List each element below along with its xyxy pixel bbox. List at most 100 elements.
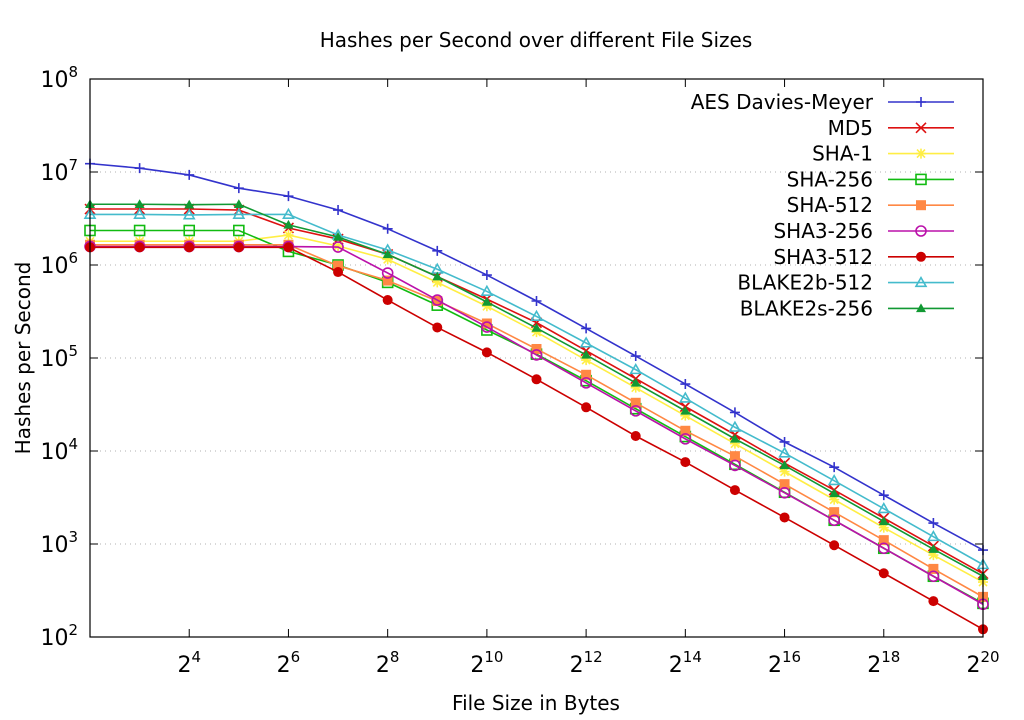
data-point: [878, 522, 889, 533]
data-point: [382, 249, 393, 259]
data-point: [877, 502, 891, 514]
data-point: [283, 191, 294, 202]
data-point: [779, 512, 790, 523]
data-point: [680, 457, 691, 468]
data-point: [184, 199, 195, 209]
data-point: [432, 245, 443, 256]
data-point: [916, 251, 926, 262]
data-point: [333, 267, 344, 278]
data-point: [134, 163, 145, 174]
legend-label: BLAKE2s-256: [740, 296, 873, 320]
data-point: [481, 297, 492, 306]
data-point: [729, 407, 740, 418]
data-point: [678, 391, 692, 403]
data-point: [630, 397, 641, 408]
data-point: [531, 296, 542, 307]
data-point: [827, 474, 841, 486]
data-point: [779, 479, 790, 490]
data-point: [629, 405, 642, 417]
data-point: [629, 363, 643, 375]
data-point: [679, 433, 692, 445]
y-axis-label: Hashes per Second: [11, 262, 35, 455]
chart-title: Hashes per Second over different File Si…: [320, 28, 753, 52]
data-point: [928, 518, 939, 529]
data-point: [915, 173, 927, 186]
data-point: [282, 207, 295, 219]
data-point: [531, 374, 542, 385]
data-point: [729, 451, 740, 462]
data-point: [233, 183, 244, 194]
data-point: [333, 241, 344, 252]
data-point: [184, 242, 195, 253]
x-tick-label: 26: [277, 648, 301, 678]
data-point: [431, 294, 444, 306]
data-point: [916, 148, 926, 159]
y-tick-label: 103: [40, 528, 78, 558]
x-tick-label: 210: [470, 648, 503, 678]
data-point: [680, 405, 691, 415]
legend: AES Davies-MeyerMD5SHA-1SHA-256SHA-512SH…: [691, 90, 954, 320]
data-point: [580, 377, 592, 389]
data-point: [481, 321, 493, 333]
x-tick-label: 214: [669, 648, 702, 678]
legend-label: SHA-256: [787, 167, 873, 191]
data-point: [779, 436, 790, 447]
data-point: [232, 207, 246, 219]
data-point: [878, 516, 889, 526]
series-blake2s-256: [85, 199, 988, 581]
x-tick-label: 212: [570, 648, 603, 678]
data-point: [530, 349, 543, 361]
data-point: [916, 97, 926, 107]
y-tick-label: 107: [40, 156, 78, 186]
data-point: [829, 507, 840, 518]
legend-label: SHA-512: [787, 193, 873, 217]
legend-label: SHA3-256: [773, 219, 873, 243]
data-point: [481, 270, 492, 281]
data-point: [581, 323, 592, 334]
data-point: [581, 349, 592, 359]
data-point: [283, 230, 294, 241]
data-point: [581, 369, 592, 380]
data-point: [729, 438, 740, 449]
x-axis-label: File Size in Bytes: [452, 691, 620, 715]
data-point: [728, 420, 742, 432]
data-point: [928, 596, 939, 607]
data-point: [581, 355, 592, 366]
data-point: [233, 224, 245, 237]
data-point: [530, 309, 543, 321]
data-point: [779, 466, 790, 477]
data-point: [778, 487, 791, 499]
series-blake2b-512: [83, 207, 990, 570]
x-tick-label: 28: [376, 648, 400, 678]
data-point: [630, 382, 641, 393]
data-point: [182, 208, 196, 220]
y-tick-label: 105: [40, 342, 78, 372]
data-point: [481, 301, 492, 312]
data-point: [233, 199, 244, 209]
data-point: [916, 303, 926, 313]
data-point: [283, 219, 294, 229]
x-tick-label: 218: [867, 648, 900, 678]
data-point: [233, 242, 244, 253]
data-point: [928, 550, 939, 561]
data-point: [481, 347, 492, 358]
data-point: [432, 277, 443, 288]
data-point: [829, 462, 840, 473]
data-point: [779, 460, 790, 470]
y-tick-label: 104: [40, 435, 78, 465]
data-point: [432, 322, 443, 333]
data-point: [381, 267, 394, 279]
data-point: [183, 224, 196, 237]
data-point: [829, 540, 840, 551]
data-point: [729, 459, 741, 472]
data-point: [928, 544, 939, 553]
data-point: [630, 351, 641, 362]
data-point: [531, 323, 542, 332]
series-sha3-512: [85, 242, 988, 635]
legend-label: AES Davies-Meyer: [691, 90, 874, 114]
data-point: [382, 275, 393, 286]
data-point: [927, 570, 940, 583]
data-point: [914, 275, 928, 288]
data-point: [680, 425, 691, 436]
data-point: [133, 207, 146, 219]
